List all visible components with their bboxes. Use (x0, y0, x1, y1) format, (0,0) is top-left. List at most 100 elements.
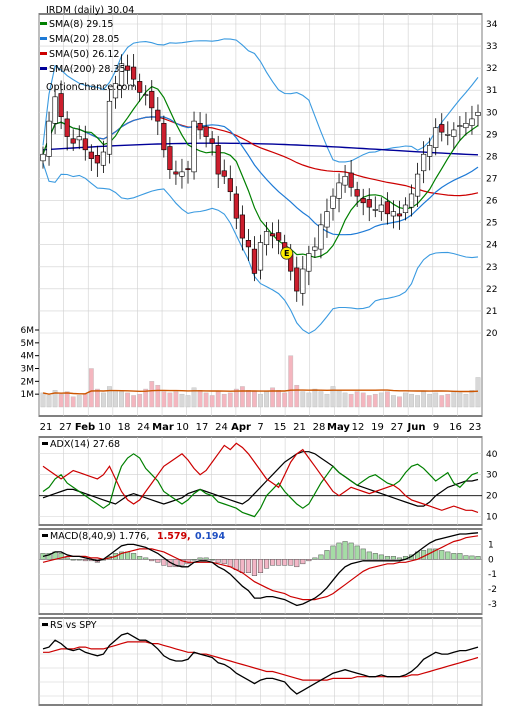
price-y-tick-label: 21 (486, 307, 497, 317)
macd-histogram-bar (318, 554, 324, 560)
volume-bar (82, 393, 88, 408)
candle-down (185, 168, 191, 170)
plus-di-line (42, 453, 479, 518)
macd-histogram-bar (439, 550, 445, 560)
candle-down (396, 213, 403, 217)
macd-histogram-bar (179, 559, 185, 566)
candle-up (100, 151, 107, 166)
candle-up (106, 100, 113, 155)
x-tick-label: Apr (231, 422, 251, 433)
candle-up (179, 171, 185, 177)
price-y-tick-label: 26 (486, 197, 498, 207)
candle-up (40, 153, 46, 162)
macd-histogram-bar (276, 559, 282, 566)
volume-bar (227, 392, 233, 408)
legend-swatch (40, 52, 47, 55)
macd-histogram-bar (263, 559, 270, 569)
candle-up (451, 129, 457, 137)
adx-y-tick-label: 40 (486, 450, 498, 460)
macd-histogram-bar (125, 551, 131, 560)
legend-label: SMA(50) 26.12 (49, 49, 119, 60)
volume-bar (46, 395, 52, 408)
volume-bar (113, 390, 118, 408)
macd-histogram-bar (360, 548, 366, 560)
candle-up (390, 211, 397, 217)
candle-up (330, 195, 336, 209)
macd-histogram-bar (227, 559, 233, 568)
minus-di-line (42, 442, 479, 513)
candle-down (173, 171, 179, 175)
volume-y-tick-label: 3M (21, 365, 35, 375)
candle-down (137, 81, 143, 93)
macd-histogram-bar (372, 553, 378, 560)
volume-bar (161, 391, 167, 408)
candle-down (251, 248, 258, 274)
candle-up (76, 136, 82, 141)
volume-bar (221, 393, 227, 408)
candle-up (52, 96, 58, 124)
macd-histogram-bar (215, 559, 221, 563)
macd-histogram-bar (306, 559, 312, 562)
x-tick-label: 28 (313, 422, 326, 433)
volume-bar (173, 391, 179, 408)
volume-bar (137, 393, 143, 408)
candle-down (64, 118, 70, 137)
macd-histogram-bar (457, 553, 463, 560)
rs-line (42, 632, 479, 695)
candle-down (360, 198, 366, 204)
volume-bar (288, 355, 294, 408)
candle-down (294, 267, 300, 292)
macd-histogram-bar (143, 557, 149, 560)
candle-up (112, 83, 119, 99)
candle-down (439, 124, 445, 133)
volume-bar (348, 393, 354, 408)
volume-bar (94, 388, 100, 408)
candle-down (276, 232, 282, 241)
candle-up (312, 246, 318, 251)
rs-title: RS vs SPY (50, 620, 97, 631)
macd-histogram-bar (282, 559, 288, 566)
price-y-tick-label: 30 (486, 108, 498, 118)
volume-bar (439, 395, 445, 408)
earnings-marker-label: E (284, 249, 289, 258)
macd-histogram-bar (312, 557, 318, 560)
x-tick-label: Mar (152, 422, 174, 433)
candle-up (324, 211, 330, 228)
volume-bar (76, 395, 82, 408)
volume-bar (415, 395, 420, 408)
volume-bar (64, 391, 70, 408)
candle-up (469, 118, 475, 126)
candle-down (58, 93, 64, 118)
x-tick-label: 18 (118, 422, 131, 433)
price-y-tick-label: 28 (486, 152, 498, 162)
x-tick-label: 27 (59, 422, 72, 433)
candle-down (227, 178, 233, 193)
macd-histogram-bar (197, 557, 203, 560)
macd-histogram-bar (336, 542, 342, 560)
volume-bar (366, 395, 372, 408)
candle-up (300, 268, 306, 294)
candle-down (94, 155, 100, 164)
macd-histogram-bar (64, 557, 70, 560)
macd-histogram-bar (161, 559, 167, 566)
volume-bar (107, 386, 112, 408)
candle-up (378, 204, 384, 212)
macd-histogram-bar (245, 559, 251, 574)
volume-bar (409, 393, 414, 408)
candle-up (475, 111, 481, 116)
x-tick-label: 10 (176, 422, 189, 433)
adx-y-tick-label: 20 (486, 492, 498, 502)
price-y-tick-label: 34 (486, 20, 498, 30)
candle-up (402, 204, 409, 214)
candle-up (457, 125, 463, 127)
macd-histogram-bar (445, 551, 451, 560)
price-chart-title: IRDM (daily) 30.04 (46, 5, 134, 16)
sma200-line (42, 142, 479, 156)
macd-histogram-bar (203, 557, 209, 560)
x-tick-label: 21 (293, 422, 306, 433)
macd-y-tick-label: 1 (488, 540, 494, 550)
candle-down (197, 123, 203, 131)
macd-y-tick-label: -2 (488, 585, 497, 595)
volume-bar (203, 392, 209, 408)
